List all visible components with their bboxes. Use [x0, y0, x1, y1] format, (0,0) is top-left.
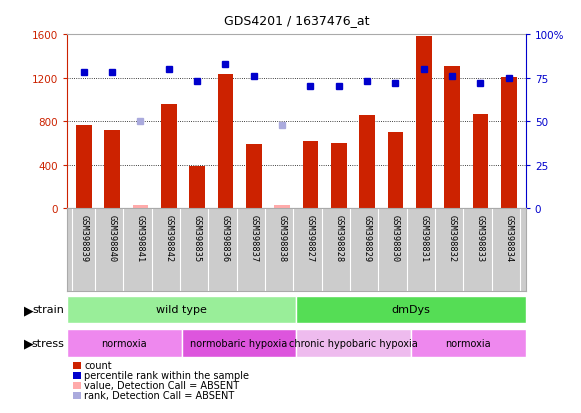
Text: GSM398834: GSM398834 — [504, 214, 513, 261]
Text: normoxia: normoxia — [446, 338, 492, 348]
Bar — [189, 166, 205, 209]
Bar — [67, 296, 296, 324]
Text: GSM398828: GSM398828 — [334, 214, 343, 261]
Text: GSM398829: GSM398829 — [363, 214, 372, 261]
Text: normoxia: normoxia — [101, 338, 147, 348]
Text: dmDys: dmDys — [392, 305, 431, 315]
Text: GDS4201 / 1637476_at: GDS4201 / 1637476_at — [224, 14, 369, 27]
Text: percentile rank within the sample: percentile rank within the sample — [84, 370, 249, 380]
Bar — [274, 205, 290, 209]
Bar — [473, 114, 488, 209]
Text: strain: strain — [32, 305, 64, 315]
Bar — [331, 143, 347, 209]
Text: GSM398840: GSM398840 — [107, 214, 117, 261]
Text: GSM398839: GSM398839 — [80, 214, 88, 261]
Text: normobaric hypoxia: normobaric hypoxia — [191, 338, 288, 348]
Text: GSM398835: GSM398835 — [193, 214, 202, 261]
Bar — [181, 329, 296, 357]
Bar — [296, 296, 526, 324]
Text: rank, Detection Call = ABSENT: rank, Detection Call = ABSENT — [84, 390, 235, 400]
Text: stress: stress — [31, 338, 64, 348]
Text: GSM398827: GSM398827 — [306, 214, 315, 261]
Text: wild type: wild type — [156, 305, 207, 315]
Bar — [444, 66, 460, 209]
Bar — [105, 131, 120, 209]
Text: ▶: ▶ — [24, 303, 34, 316]
Text: GSM398833: GSM398833 — [476, 214, 485, 261]
Text: count: count — [84, 361, 112, 370]
Text: GSM398838: GSM398838 — [278, 214, 286, 261]
Text: GSM398831: GSM398831 — [419, 214, 428, 261]
Bar — [416, 37, 432, 209]
Text: ▶: ▶ — [24, 336, 34, 349]
Bar — [388, 133, 403, 209]
Bar — [218, 75, 233, 209]
Bar — [76, 126, 92, 209]
Text: GSM398841: GSM398841 — [136, 214, 145, 261]
Text: GSM398842: GSM398842 — [164, 214, 173, 261]
Bar — [161, 104, 177, 209]
Text: GSM398837: GSM398837 — [249, 214, 259, 261]
Text: value, Detection Call = ABSENT: value, Detection Call = ABSENT — [84, 380, 239, 390]
Bar — [501, 77, 517, 209]
Text: GSM398836: GSM398836 — [221, 214, 230, 261]
Bar — [132, 205, 148, 209]
Bar — [67, 329, 181, 357]
Text: chronic hypobaric hypoxia: chronic hypobaric hypoxia — [289, 338, 418, 348]
Bar — [246, 145, 261, 209]
Bar — [303, 141, 318, 209]
Bar — [360, 115, 375, 209]
Bar — [296, 329, 411, 357]
Bar — [411, 329, 526, 357]
Text: GSM398832: GSM398832 — [447, 214, 457, 261]
Text: GSM398830: GSM398830 — [391, 214, 400, 261]
